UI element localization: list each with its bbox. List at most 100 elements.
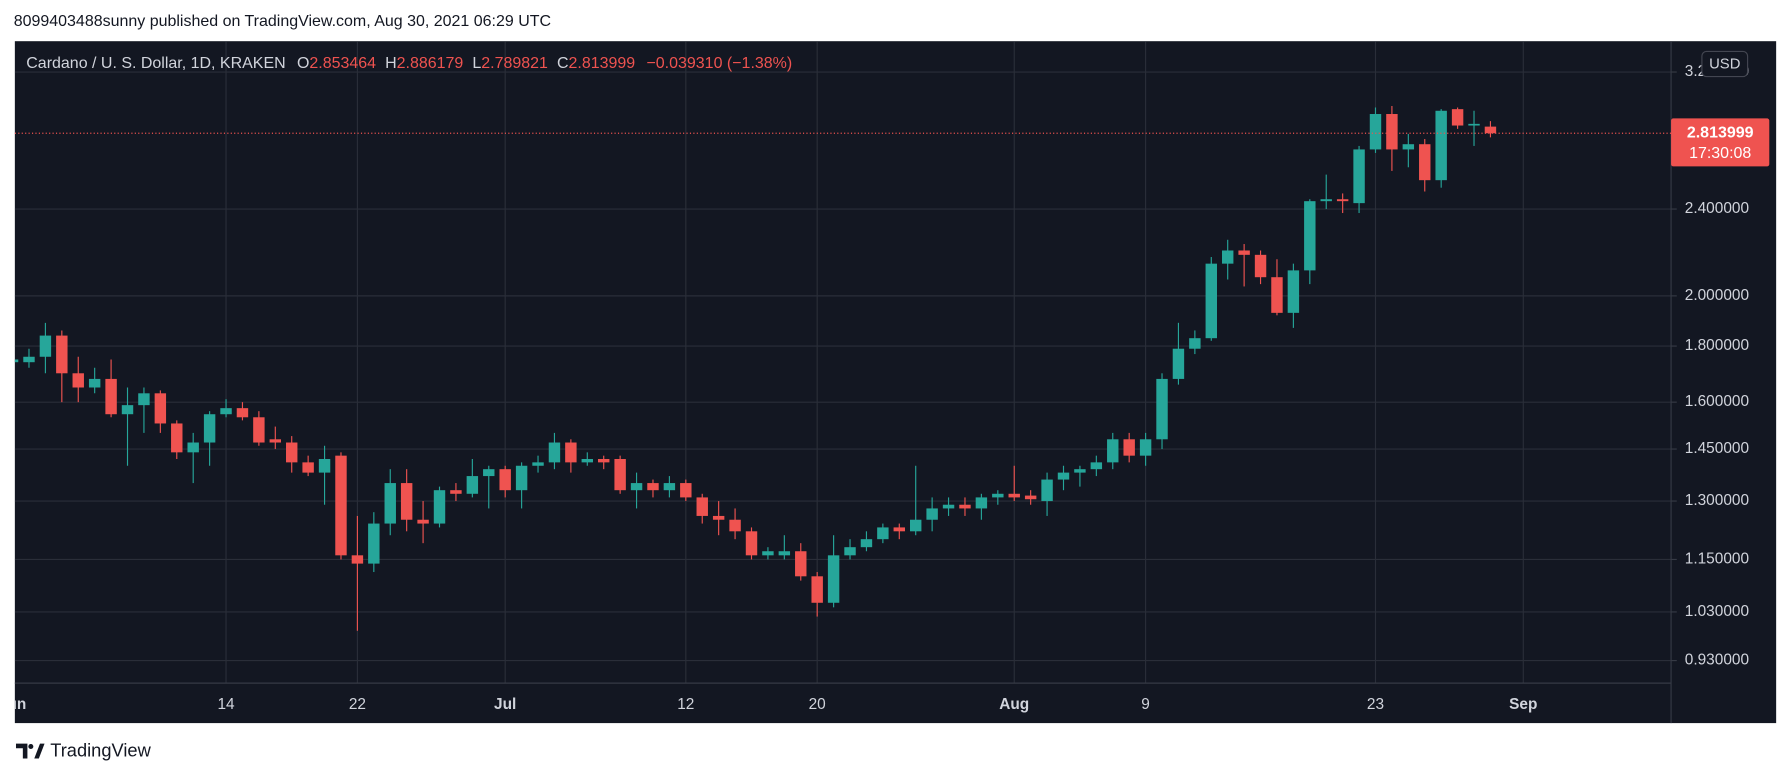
x-tick-label: 14 [217, 696, 235, 713]
legend-key: H [385, 55, 397, 72]
candle-body [171, 423, 183, 453]
candle-body [1484, 126, 1497, 134]
candle-body [663, 483, 676, 491]
grid [14, 41, 1672, 684]
candle-body [762, 551, 774, 556]
candle-body [778, 551, 791, 556]
byline: 8099403488sunny published on TradingView… [14, 13, 551, 30]
candle-body [1172, 348, 1185, 379]
candle-body [483, 469, 495, 477]
candle-body [1057, 472, 1070, 480]
symbol: Cardano / U. S. Dollar, 1D, KRAKEN [26, 55, 285, 72]
candle-body [203, 414, 216, 443]
candle-body [581, 458, 594, 463]
x-tick-label: Sep [1509, 696, 1537, 713]
candle-body [400, 483, 413, 520]
candle-body [992, 493, 1004, 498]
candle-body [302, 462, 314, 473]
candle-body [466, 476, 479, 494]
candle-body [680, 483, 692, 498]
candle-body [795, 551, 807, 577]
candle-body [548, 442, 561, 463]
candle-body [1287, 270, 1300, 313]
candle-body [696, 497, 708, 516]
y-tick-label: 1.600000 [1685, 393, 1749, 410]
candle-body [335, 455, 347, 556]
x-tick-label: 23 [1367, 696, 1384, 713]
candle-body [1386, 114, 1398, 150]
candle-body [827, 555, 840, 603]
candle-body [1008, 493, 1020, 498]
legend-key: L [472, 55, 481, 72]
candle-body [154, 393, 167, 424]
candle-body [236, 408, 249, 418]
candle-body [417, 519, 429, 524]
candle-body [368, 523, 380, 564]
candle-body [630, 483, 643, 491]
x-tick-label: 12 [677, 696, 694, 713]
candle-body [745, 531, 758, 556]
currency-label: USD [1709, 57, 1740, 73]
legend-value: 2.853464 [309, 55, 376, 72]
candle-body [1090, 462, 1103, 470]
candle-body [269, 439, 282, 443]
candle-body [433, 490, 446, 524]
time-axis: Jun 14 22 Jul 12 20 Aug 9 23 Sep [0, 696, 1538, 713]
candle-body [1271, 277, 1283, 313]
candle-body [515, 465, 528, 491]
candle-body [975, 497, 988, 509]
candle-body [614, 458, 626, 491]
candle-body [532, 462, 544, 466]
candle-body [1205, 263, 1217, 339]
legend-value: 2.813999 [568, 55, 635, 72]
chart-background [14, 41, 1777, 724]
candle-body [1369, 114, 1382, 150]
candle-body [1221, 250, 1234, 264]
legend: Cardano / U. S. Dollar, 1D, KRAKEN O2.85… [26, 55, 792, 72]
y-tick-label: 1.030000 [1685, 603, 1749, 620]
candle-body [1238, 250, 1250, 255]
legend-key: O [297, 55, 309, 72]
candle-body [318, 458, 331, 473]
candle-body [959, 504, 971, 509]
candle-body [893, 527, 905, 532]
candle-body [253, 417, 265, 443]
candle-body [1336, 199, 1349, 202]
candle-body [1468, 123, 1480, 126]
candle-body [1041, 479, 1053, 502]
candles [14, 105, 1497, 631]
currency-badge[interactable] [1701, 50, 1749, 78]
candle-body [712, 515, 725, 520]
candle-body [88, 378, 101, 388]
x-tick-label: 9 [1141, 696, 1150, 713]
candle-body [121, 405, 134, 415]
candle-body [23, 356, 35, 363]
candle-body [647, 483, 659, 491]
candle-body [1254, 254, 1267, 278]
candle-body [1024, 495, 1037, 500]
candle-body [384, 483, 396, 524]
candle-body [450, 490, 462, 494]
candle-body [39, 335, 52, 357]
x-tick-label: Aug [999, 696, 1029, 713]
candle-body [811, 576, 823, 603]
candle-body [351, 555, 364, 564]
candle-body [1107, 439, 1119, 463]
y-tick-label: 1.800000 [1685, 337, 1749, 354]
x-tick-label: 22 [349, 696, 366, 713]
legend-key: C [557, 55, 569, 72]
x-tick-label: Jun [0, 696, 26, 713]
y-tick-label: 2.400000 [1685, 200, 1749, 217]
candle-body [926, 508, 938, 520]
candle-body [14, 359, 19, 363]
candle-body [138, 393, 150, 406]
candle-body [1139, 439, 1152, 456]
legend-value: 2.886179 [397, 55, 464, 72]
candle-body [1419, 144, 1431, 181]
candle-body [877, 527, 889, 540]
candle-body [598, 458, 610, 463]
price-axis: 0.930000 1.030000 1.150000 1.300000 1.450000… [1671, 63, 1749, 669]
candle-body [1435, 110, 1447, 181]
last-price-label: 2.813999 [1687, 124, 1754, 141]
